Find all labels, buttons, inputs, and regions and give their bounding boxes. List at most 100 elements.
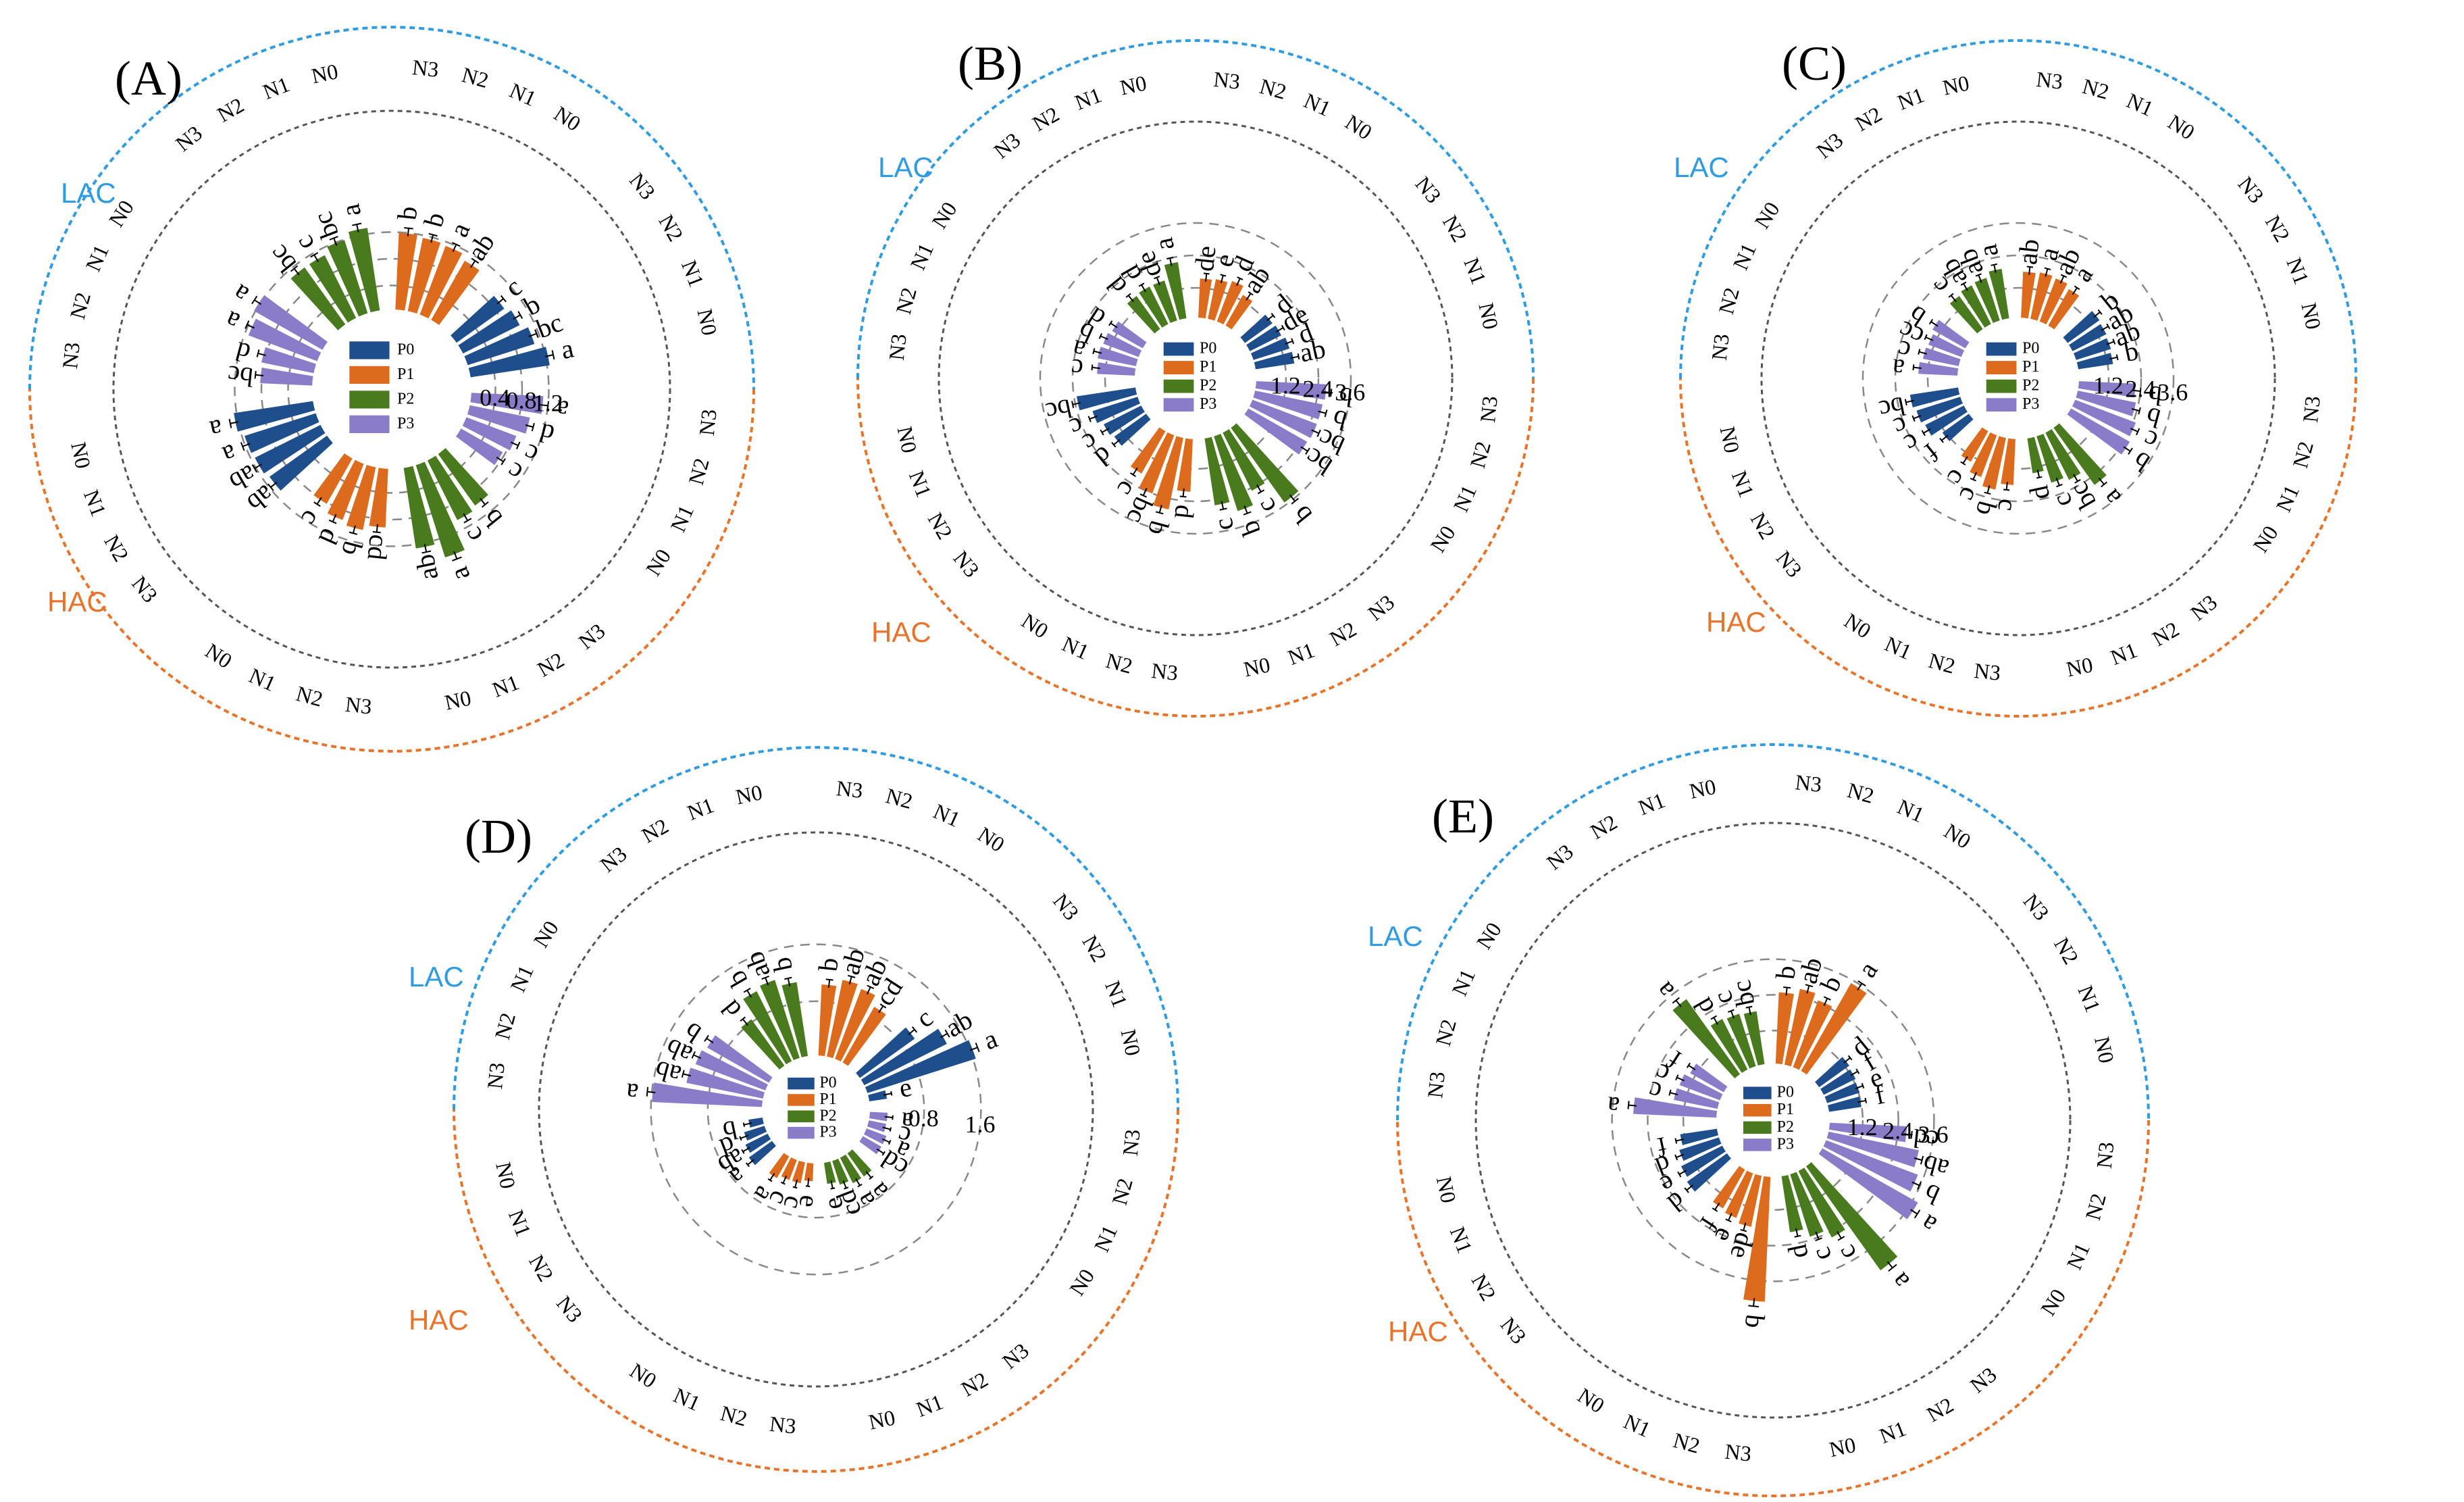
bar-hac-p0-n1 [1092, 397, 1141, 424]
bar-lac-p3-n0 [1932, 320, 1970, 349]
lac-ring [1679, 39, 2357, 379]
nitrogen-label: N0 [550, 101, 585, 136]
error-cap [1071, 401, 1075, 408]
nitrogen-label: N0 [1687, 774, 1718, 803]
grid-ring [1611, 958, 1935, 1282]
grid-ring [287, 284, 496, 494]
error-cap [1857, 980, 1866, 986]
error-bar [293, 268, 300, 276]
nitrogen-label: N1 [1727, 468, 1760, 501]
error-cap [1316, 429, 1321, 437]
error-cap [310, 252, 319, 258]
error-bar [1730, 1010, 1735, 1019]
error-bar [1675, 999, 1682, 1007]
error-bar [765, 977, 769, 986]
error-bar [424, 544, 428, 553]
nitrogen-label: N2 [1107, 1176, 1137, 1207]
legend-swatch-p0 [788, 1077, 815, 1090]
significance-letter: b [679, 1016, 707, 1049]
error-bar [866, 986, 871, 995]
nitrogen-label: N1 [80, 241, 113, 275]
bar-hac-p1-n2 [1739, 1174, 1762, 1227]
error-bar [2106, 341, 2115, 345]
error-bar [1110, 322, 1118, 328]
nitrogen-label: N3 [884, 332, 911, 361]
error-bar [510, 441, 519, 447]
error-cap [1154, 276, 1160, 280]
error-bar [1182, 488, 1185, 497]
error-cap [313, 501, 321, 507]
nitrogen-label: N0 [693, 307, 722, 338]
error-cap [1912, 364, 1915, 371]
error-cap [1092, 348, 1096, 355]
nitrogen-label: N3 [1212, 67, 1241, 94]
nitrogen-label: N2 [213, 93, 248, 127]
error-bar [1950, 295, 1957, 303]
significance-letter: a [625, 1077, 640, 1109]
nitrogen-label: N1 [684, 793, 717, 825]
significance-letter: a [2067, 260, 2099, 287]
nitrogen-label: N2 [638, 813, 673, 848]
bar-hac-p2-n0 [1781, 1174, 1803, 1232]
bar-lac-p2-n2 [309, 255, 357, 323]
error-bar [407, 228, 410, 236]
bar-lac-p2-n3 [741, 1019, 785, 1070]
bar-hac-p0-n1 [744, 1126, 767, 1141]
nitrogen-label: N2 [99, 530, 134, 566]
error-bar [1670, 1092, 1678, 1096]
nitrogen-label: N0 [1940, 819, 1975, 853]
error-cap [2044, 267, 2051, 270]
error-bar [2073, 474, 2078, 482]
bar-lac-p0-n1 [1824, 1082, 1860, 1103]
lac-label: LAC [61, 177, 116, 209]
bar-lac-p0-n0 [1254, 351, 1295, 370]
hac-ring [28, 389, 755, 753]
nitrogen-label: N3 [1966, 1362, 2001, 1398]
error-cap [2036, 476, 2043, 479]
bar-lac-p2-n3 [290, 267, 346, 330]
error-cap [2136, 428, 2140, 436]
nitrogen-label: N0 [491, 1160, 520, 1191]
error-cap [1125, 293, 1131, 298]
bar-lac-p0-n2 [1246, 325, 1281, 351]
bar-hac-p3-n2 [1253, 391, 1323, 420]
error-bar [1142, 488, 1148, 496]
error-bar [1127, 295, 1134, 303]
error-cap [1108, 320, 1113, 326]
nitrogen-label: N1 [905, 239, 938, 273]
bar-hac-p1-n1 [1724, 1170, 1753, 1218]
error-bar [496, 298, 505, 305]
grid-ring [1647, 994, 1899, 1247]
bar-lac-p2-n0 [1988, 268, 2009, 320]
nitrogen-label: N1 [1459, 254, 1491, 287]
nitrogen-label: N3 [127, 571, 163, 607]
error-bar [740, 1134, 748, 1139]
nitrogen-label: N2 [2148, 617, 2183, 651]
nitrogen-label: N3 [2092, 1141, 2119, 1170]
radial-tick-label: 1.2 [1847, 1113, 1878, 1141]
error-bar [528, 332, 537, 337]
error-cap [1725, 1218, 1732, 1223]
nitrogen-label: N0 [528, 916, 563, 951]
error-bar [242, 443, 251, 447]
bar-hac-p2-n1 [1214, 433, 1254, 511]
nitrogen-label: N2 [294, 681, 326, 711]
error-cap [240, 442, 245, 451]
error-bar [908, 1028, 915, 1036]
significance-letter: c [1992, 497, 2024, 512]
error-cap [879, 1003, 887, 1009]
bar-hac-p2-n0 [403, 466, 435, 549]
bar-hac-p2-n0 [2027, 436, 2044, 474]
significance-letter: f [1694, 1211, 1724, 1236]
error-cap [1815, 1237, 1822, 1242]
error-bar [1728, 1212, 1732, 1221]
error-bar [1236, 278, 1241, 286]
error-cap [767, 1178, 773, 1182]
error-bar [430, 234, 434, 243]
significance-letter: ab [409, 551, 444, 582]
nitrogen-label: N1 [1448, 481, 1481, 515]
hac-label: HAC [47, 586, 107, 618]
bar-lac-p1-n0 [842, 1007, 886, 1066]
error-bar [744, 1122, 752, 1126]
error-bar [2059, 275, 2065, 284]
